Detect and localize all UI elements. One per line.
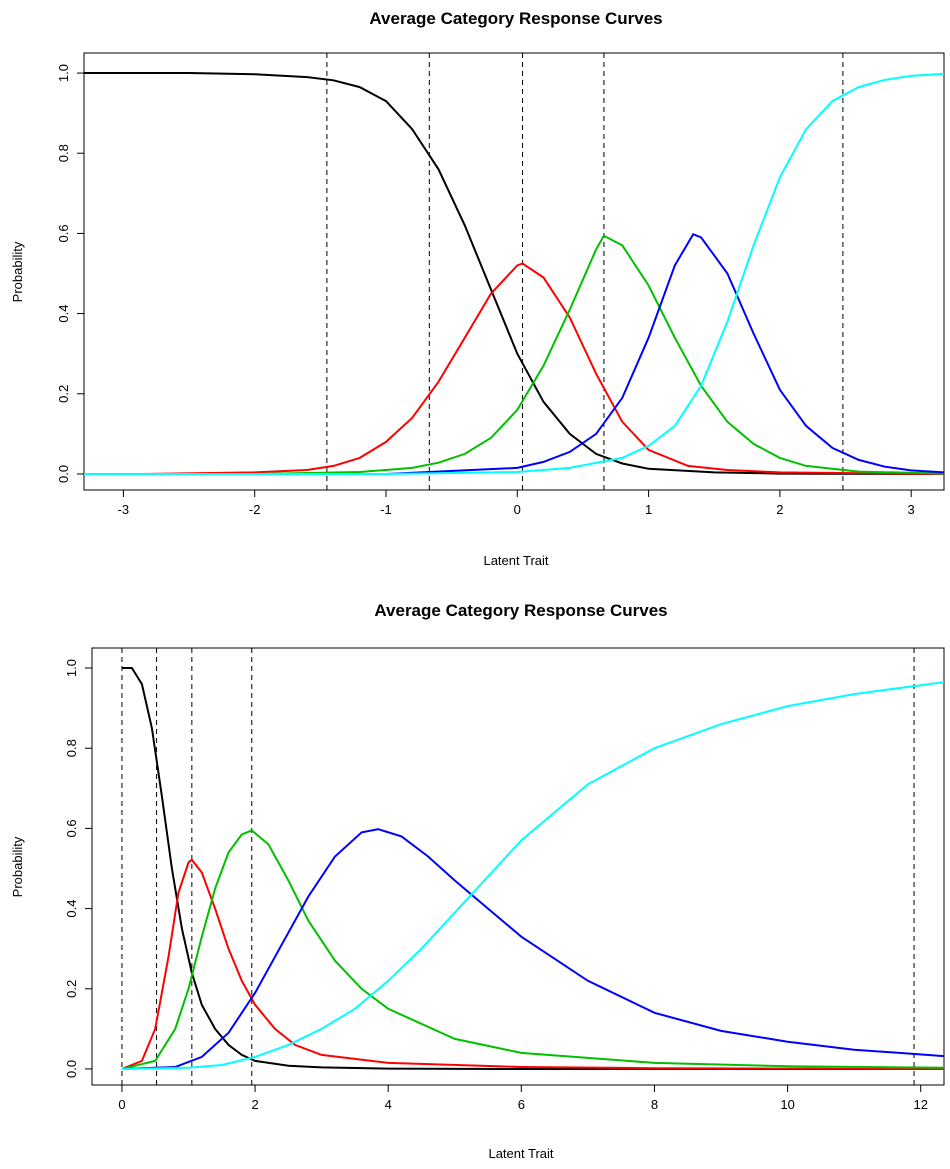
x-tick-label: 12 bbox=[913, 1097, 927, 1112]
y-tick-label: 0.4 bbox=[56, 305, 71, 323]
y-axis-label: Probability bbox=[10, 836, 25, 897]
chart-title: Average Category Response Curves bbox=[374, 601, 667, 620]
y-tick-label: 0.2 bbox=[56, 385, 71, 403]
y-axis-label: Probability bbox=[10, 241, 25, 302]
y-tick-label: 0.0 bbox=[56, 465, 71, 483]
y-axis: 0.0 0.2 0.4 0.6 0.8 1.0 bbox=[56, 64, 84, 483]
series-line-category-1 bbox=[84, 72, 945, 475]
x-tick-label: -3 bbox=[118, 502, 130, 517]
x-tick-label: 8 bbox=[651, 1097, 658, 1112]
x-tick-label: 0 bbox=[118, 1097, 125, 1112]
x-tick-label: 0 bbox=[514, 502, 521, 517]
x-tick-label: 2 bbox=[776, 502, 783, 517]
x-tick-label: 2 bbox=[251, 1097, 258, 1112]
series-line-category-5 bbox=[84, 72, 945, 475]
series-line-category-3 bbox=[121, 829, 945, 1070]
series-line-category-4 bbox=[121, 828, 945, 1070]
x-axis: 0 2 4 6 8 10 12 bbox=[118, 1085, 928, 1112]
y-tick-label: 0.8 bbox=[64, 739, 79, 757]
response-curves bbox=[84, 72, 945, 475]
series-line-category-2 bbox=[143, 262, 945, 475]
series-line-category-3 bbox=[254, 234, 945, 475]
x-tick-label: -2 bbox=[249, 502, 261, 517]
x-tick-label: -1 bbox=[380, 502, 392, 517]
x-tick-label: 4 bbox=[385, 1097, 392, 1112]
y-tick-label: 0.2 bbox=[64, 980, 79, 998]
series-line-category-2 bbox=[121, 858, 945, 1070]
x-axis-label: Latent Trait bbox=[483, 553, 548, 568]
y-tick-label: 1.0 bbox=[64, 659, 79, 677]
y-tick-label: 0.8 bbox=[56, 144, 71, 162]
x-tick-label: 3 bbox=[908, 502, 915, 517]
series-line-category-5 bbox=[121, 681, 945, 1070]
y-tick-label: 0.4 bbox=[64, 900, 79, 918]
threshold-lines bbox=[121, 648, 915, 1085]
x-tick-label: 6 bbox=[518, 1097, 525, 1112]
chart-panel-top: Average Category Response Curves Latent … bbox=[10, 9, 945, 568]
chart-panel-bottom: Average Category Response Curves Latent … bbox=[10, 601, 945, 1161]
x-tick-label: 1 bbox=[645, 502, 652, 517]
threshold-lines bbox=[326, 53, 844, 490]
plot-frame bbox=[91, 647, 945, 1086]
y-axis: 0.0 0.2 0.4 0.6 0.8 1.0 bbox=[64, 659, 92, 1078]
y-tick-label: 0.6 bbox=[64, 819, 79, 837]
series-line-category-4 bbox=[385, 232, 945, 475]
response-curves bbox=[121, 667, 945, 1070]
x-axis: -3 -2 -1 0 1 2 3 bbox=[118, 490, 915, 517]
x-tick-label: 10 bbox=[780, 1097, 794, 1112]
y-tick-label: 1.0 bbox=[56, 64, 71, 82]
plot-frame bbox=[83, 52, 945, 491]
series-line-category-1 bbox=[122, 667, 944, 1070]
y-tick-label: 0.6 bbox=[56, 224, 71, 242]
y-tick-label: 0.0 bbox=[64, 1060, 79, 1078]
x-axis-label: Latent Trait bbox=[488, 1146, 553, 1161]
chart-title: Average Category Response Curves bbox=[369, 9, 662, 28]
